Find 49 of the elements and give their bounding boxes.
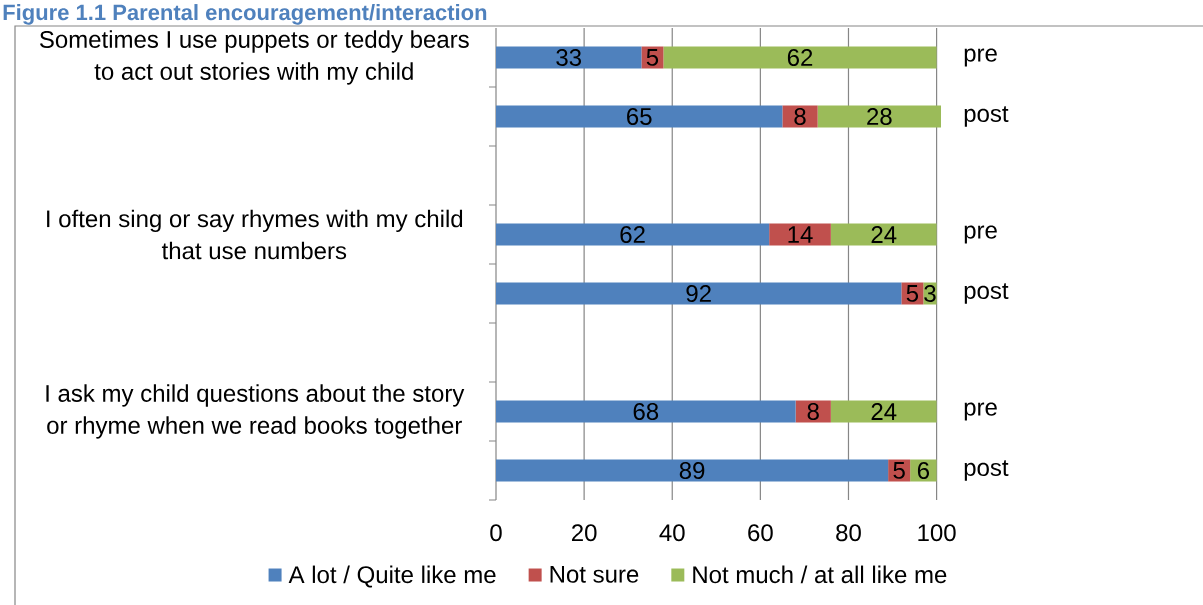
data-label: 89	[679, 461, 705, 479]
text: post	[964, 283, 1009, 304]
text: Figure 1.1 Parental encouragement/interaction	[3, 4, 487, 25]
bar	[817, 105, 941, 128]
data-label: 3	[924, 284, 936, 302]
data-label: 8	[807, 402, 819, 420]
x-tick-label: 20	[571, 524, 597, 542]
x-tick-label: 40	[659, 524, 685, 542]
data-label: 68	[633, 402, 659, 420]
x-tick-label: 100	[918, 524, 956, 542]
legend-label: Not sure	[550, 566, 639, 583]
bar	[769, 223, 831, 246]
y-tick-label: I often sing or say rhymes with my child that use numbers	[47, 209, 463, 260]
text: pre	[964, 402, 997, 421]
y-tick-label: I ask my child questions about the story or rhyme when we read books together	[46, 384, 465, 439]
data-label: 92	[686, 284, 711, 302]
x-tick-label: 80	[836, 524, 861, 542]
legend-label: A lot / Quite like me	[288, 565, 496, 588]
bar	[830, 400, 937, 423]
data-label: 33	[556, 48, 581, 66]
bar	[496, 459, 889, 482]
data-label: 5	[646, 49, 659, 66]
data-label: 6	[917, 461, 930, 479]
data-label: 65	[627, 107, 652, 125]
data-label: 62	[787, 48, 813, 66]
data-label: 14	[788, 226, 813, 243]
bar	[663, 46, 937, 69]
x-tick-label: 0	[490, 524, 502, 542]
text: pre	[964, 48, 997, 67]
data-label: 5	[906, 285, 919, 302]
data-label: 8	[794, 107, 806, 125]
text: pre	[964, 225, 997, 244]
data-label: 24	[871, 403, 897, 420]
data-label: 24	[871, 226, 897, 243]
data-label: 5	[893, 462, 905, 479]
legend-label: Not much / at all like me	[693, 565, 947, 584]
bar	[496, 400, 796, 423]
data-label: 62	[620, 225, 645, 243]
bar	[496, 223, 770, 246]
bar	[496, 46, 642, 69]
text: post	[964, 106, 1009, 127]
x-tick-label: 60	[748, 524, 773, 542]
bar	[782, 105, 818, 128]
bar	[496, 105, 783, 128]
bar	[830, 223, 937, 246]
text: post	[964, 460, 1009, 481]
data-label: 28	[867, 107, 892, 125]
bar	[496, 282, 902, 305]
y-tick-label: Sometimes I use puppets or teddy bears to act out stories with my child	[39, 30, 469, 85]
